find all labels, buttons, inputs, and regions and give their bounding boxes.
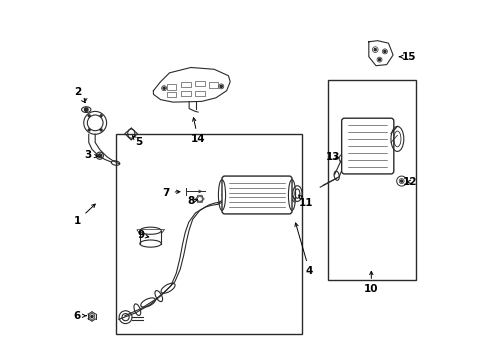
Circle shape <box>84 108 88 111</box>
Text: 11: 11 <box>298 195 312 208</box>
Polygon shape <box>368 41 392 66</box>
Text: 7: 7 <box>162 188 180 198</box>
FancyBboxPatch shape <box>222 176 291 214</box>
FancyBboxPatch shape <box>341 118 393 174</box>
Text: 1: 1 <box>74 204 95 226</box>
Text: 4: 4 <box>294 223 312 276</box>
Circle shape <box>378 59 380 61</box>
Circle shape <box>342 157 344 159</box>
Circle shape <box>163 87 165 89</box>
Text: 14: 14 <box>190 118 205 144</box>
Circle shape <box>383 50 385 53</box>
Circle shape <box>400 180 402 182</box>
Text: 13: 13 <box>325 152 340 162</box>
Text: 6: 6 <box>74 311 86 321</box>
Text: 9: 9 <box>137 230 148 240</box>
Text: 8: 8 <box>187 197 197 206</box>
Bar <box>166 92 175 96</box>
Bar <box>328 80 415 280</box>
Circle shape <box>91 315 93 318</box>
Text: 3: 3 <box>84 150 98 160</box>
Circle shape <box>100 129 102 131</box>
Bar <box>116 134 301 334</box>
Bar <box>180 91 190 96</box>
Circle shape <box>98 154 102 157</box>
Text: 12: 12 <box>402 177 416 187</box>
Bar <box>180 82 190 87</box>
Circle shape <box>88 114 90 117</box>
Circle shape <box>373 49 376 51</box>
Circle shape <box>220 85 222 87</box>
Circle shape <box>100 114 102 117</box>
Bar <box>166 85 175 90</box>
Text: 5: 5 <box>132 136 142 148</box>
Text: 10: 10 <box>364 271 378 294</box>
Text: 2: 2 <box>74 87 85 103</box>
Circle shape <box>88 129 90 131</box>
Bar <box>194 91 204 95</box>
Bar <box>194 81 204 86</box>
Polygon shape <box>153 67 230 102</box>
Bar <box>208 82 218 87</box>
Text: 15: 15 <box>399 52 416 62</box>
